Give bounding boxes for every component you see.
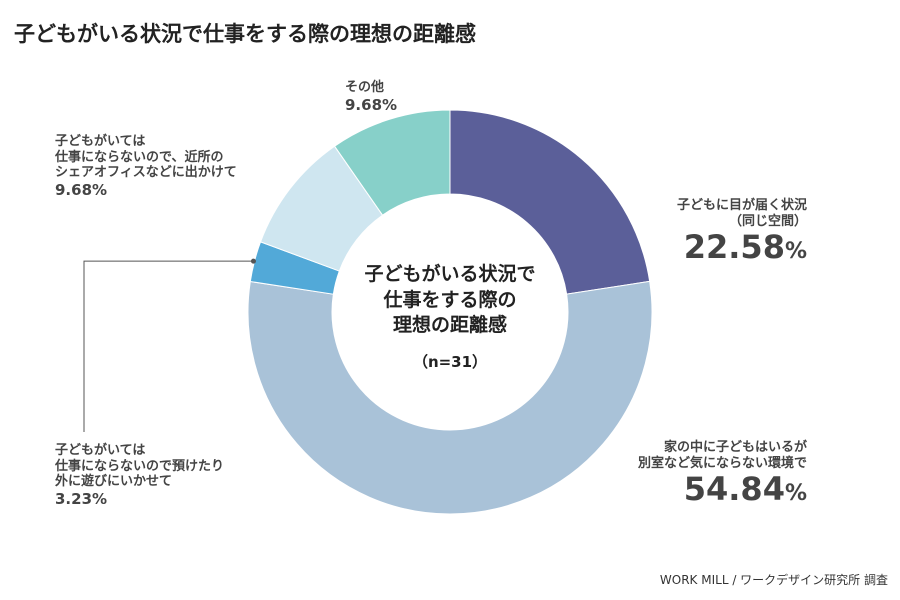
segment-percent: 22.58% xyxy=(683,228,807,267)
segment-label-text: 仕事にならないので預けたり xyxy=(55,458,225,474)
segment-label-separate-room: 家の中に子どもはいるが 別室など気にならない環境で 54.84% xyxy=(638,440,807,508)
segment-label-text: 外に遊びにいかせて xyxy=(55,474,173,490)
segment-percent: 3.23% xyxy=(55,489,108,508)
segment-label-entrust-outside: 子どもがいては 仕事にならないので預けたり 外に遊びにいかせて 3.23% xyxy=(55,443,224,508)
donut-segment-separate-room xyxy=(247,280,653,515)
segment-label-other: その他 9.68% xyxy=(345,80,397,114)
source-note: WORK MILL / ワークデザイン研究所 調査 xyxy=(659,573,888,587)
segment-label-text: シェアオフィスなどに出かけて xyxy=(55,165,237,181)
donut-center-label: 子どもがいる状況で 仕事をする際の 理想の距離感 （n=31） xyxy=(325,262,575,372)
donut-segment-same-space xyxy=(449,109,651,295)
center-title-line: 理想の距離感 xyxy=(392,314,507,337)
center-title-line: 子どもがいる状況で xyxy=(364,263,536,285)
segment-percent: 54.84% xyxy=(683,470,807,509)
center-title-line: 仕事をする際の xyxy=(383,288,517,311)
leader-line xyxy=(83,260,254,432)
page-title: 子どもがいる状況で仕事をする際の理想の距離感 xyxy=(14,22,476,46)
segment-label-text: 家の中に子どもはいるが xyxy=(663,440,807,455)
segment-label-text: 子どもがいては xyxy=(55,443,146,458)
segment-percent: 9.68% xyxy=(55,180,108,199)
segment-label-text: （同じ空間） xyxy=(728,213,807,229)
segment-label-text: 子どもに目が届く状況 xyxy=(676,198,807,213)
segment-label-text: 仕事にならないので、近所の xyxy=(55,149,224,165)
segment-label-text: その他 xyxy=(345,80,385,95)
segment-label-share-office: 子どもがいては 仕事にならないので、近所の シェアオフィスなどに出かけて 9.6… xyxy=(55,134,237,199)
segment-label-text: 別室など気にならない環境で xyxy=(637,455,807,471)
donut-segment-other xyxy=(333,109,451,216)
segment-label-text: 子どもがいては xyxy=(55,134,146,149)
sample-size: （n=31） xyxy=(412,352,488,371)
leader-dot xyxy=(250,258,256,264)
segment-percent: 9.68% xyxy=(345,95,398,114)
segment-label-same-space: 子どもに目が届く状況 （同じ空間） 22.58% xyxy=(677,198,807,266)
donut-hole xyxy=(333,195,567,429)
